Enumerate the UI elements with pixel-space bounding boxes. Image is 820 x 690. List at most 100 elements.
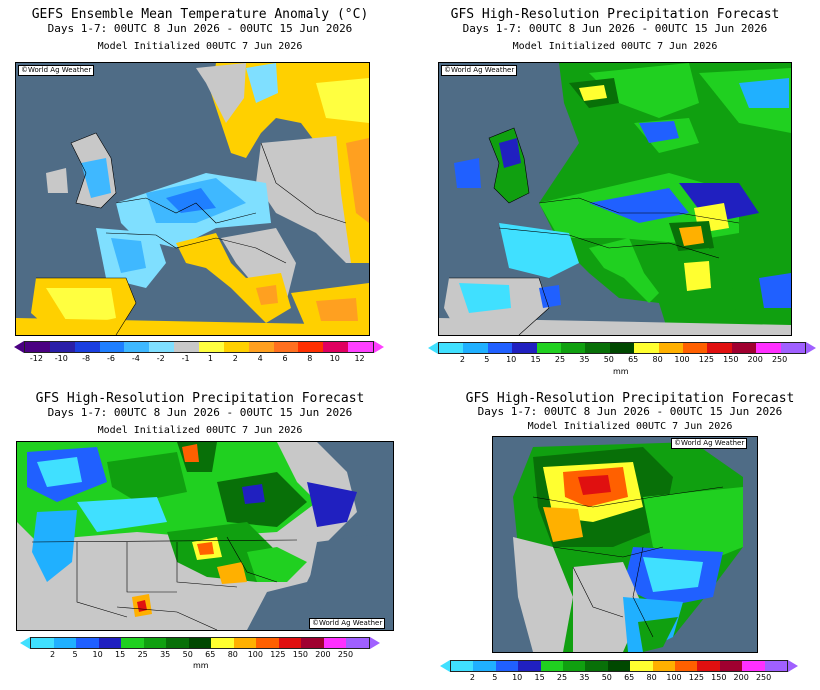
colorbar-tick-label: -12 (29, 354, 43, 363)
colorbar-tick-label: 150 (292, 650, 309, 659)
colorbar-swatch (780, 343, 806, 353)
colorbar-tick-label: -1 (181, 354, 190, 363)
colorbar-swatch (731, 343, 757, 353)
colorbar-swatch (756, 343, 781, 353)
colorbar-swatch (211, 638, 234, 648)
colorbar-swatch (451, 661, 474, 671)
panel-europe-temperature: GEFS Ensemble Mean Temperature Anomaly (… (0, 0, 400, 370)
colorbar-swatch (346, 638, 369, 648)
colorbar-right-arrow (374, 341, 384, 353)
map-south-america-precip: ©World Ag Weather (492, 436, 758, 653)
colorbar-unit: mm (613, 367, 629, 376)
colorbar-swatch (121, 638, 144, 648)
colorbar-swatch (512, 343, 537, 353)
colorbar-tick-label: 80 (227, 650, 238, 659)
colorbar-ticks: 2 5 10 15 25 35 50 65 80 100 125 150 200 250 (30, 650, 368, 662)
colorbar-tick-label: 10 (506, 355, 517, 364)
colorbar-swatch (98, 638, 122, 648)
colorbar-swatch (439, 343, 464, 353)
panel-init: Model Initialized 00UTC 7 Jun 2026 (97, 41, 303, 52)
colorbar-tick-label: 15 (530, 355, 541, 364)
panel-init: Model Initialized 00UTC 7 Jun 2026 (97, 425, 303, 436)
colorbar-swatch (233, 638, 257, 648)
colorbar-tick-label: 8 (307, 354, 313, 363)
map-graphic (16, 63, 369, 335)
colorbar-tick-label: 200 (733, 673, 749, 682)
colorbar-swatch (764, 661, 788, 671)
colorbar-swatch (697, 661, 720, 671)
colorbar-tick-label: 150 (711, 673, 727, 682)
colorbar-right-arrow (370, 637, 380, 649)
colorbar-precipitation (450, 660, 788, 672)
map-graphic (17, 442, 393, 630)
panel-dates: Days 1-7: 00UTC 8 Jun 2026 - 00UTC 15 Ju… (477, 405, 783, 418)
colorbar-left-arrow (20, 637, 30, 649)
panel-dates: Days 1-7: 00UTC 8 Jun 2026 - 00UTC 15 Ju… (462, 22, 768, 35)
colorbar-tick-label: 100 (666, 673, 682, 682)
map-north-america-precip: ©World Ag Weather (16, 441, 394, 631)
colorbar-swatch (536, 343, 562, 353)
colorbar-swatch (540, 661, 564, 671)
colorbar-unit: mm (193, 661, 209, 670)
colorbar-tick-label: 250 (755, 673, 772, 682)
colorbar-swatch (634, 343, 659, 353)
colorbar-swatch (31, 638, 54, 648)
colorbar-tick-label: 35 (160, 650, 171, 659)
colorbar-swatch (683, 343, 708, 353)
colorbar-swatch (658, 343, 684, 353)
colorbar-tick-label: 1 (207, 354, 213, 363)
colorbar-tick-label: 25 (556, 673, 568, 682)
map-graphic (513, 442, 743, 652)
colorbar-swatch (675, 661, 698, 671)
colorbar-swatch (273, 342, 299, 352)
colorbar-swatch (463, 343, 488, 353)
colorbar-swatch (348, 342, 374, 352)
colorbar-tick-label: 6 (282, 354, 288, 363)
colorbar-tick-label: -10 (54, 354, 68, 363)
colorbar-ticks: 2 5 10 15 25 35 50 65 80 100 125 150 200 250 (450, 673, 786, 685)
colorbar-tick-label: 2 (49, 650, 56, 659)
colorbar-swatch (166, 638, 189, 648)
colorbar-temperature (24, 341, 374, 353)
colorbar-swatch (188, 638, 212, 648)
map-credit: ©World Ag Weather (309, 618, 386, 629)
colorbar-swatch (607, 661, 631, 671)
colorbar-tick-label: 200 (747, 355, 763, 364)
colorbar-precipitation (30, 637, 370, 649)
colorbar-tick-label: 125 (688, 673, 705, 682)
colorbar-swatch (74, 342, 100, 352)
colorbar-swatch (487, 343, 513, 353)
colorbar-tick-label: 125 (270, 650, 286, 659)
colorbar-tick-label: -2 (156, 354, 165, 363)
panel-title: GEFS Ensemble Mean Temperature Anomaly (… (31, 7, 369, 22)
colorbar-tick-label: -6 (107, 354, 115, 363)
colorbar-right-arrow (788, 660, 798, 672)
map-credit: ©World Ag Weather (18, 65, 95, 76)
colorbar-swatch (256, 638, 279, 648)
colorbar-tick-label: -8 (82, 354, 91, 363)
colorbar-tick-label: 5 (72, 650, 78, 659)
colorbar-tick-label: 65 (205, 650, 216, 659)
colorbar-right-arrow (806, 342, 816, 354)
panel-init: Model Initialized 00UTC 7 Jun 2026 (512, 41, 718, 52)
colorbar-tick-label: 10 (329, 354, 340, 363)
colorbar-tick-label: 100 (674, 355, 690, 364)
colorbar-tick-label: 2 (469, 673, 475, 682)
colorbar-tick-label: 65 (628, 355, 639, 364)
panel-init: Model Initialized 00UTC 7 Jun 2026 (527, 421, 733, 432)
map-graphic (439, 63, 791, 335)
colorbar-ticks: -12 -10 -8 -6 -4 -2 -1 1 2 4 6 8 10 12 (24, 354, 372, 366)
colorbar-tick-label: 15 (534, 673, 545, 682)
colorbar-swatch (199, 342, 224, 352)
colorbar-tick-label: 100 (247, 650, 263, 659)
colorbar-tick-label: 250 (337, 650, 354, 659)
colorbar-tick-label: 12 (354, 354, 365, 363)
colorbar-tick-label: 5 (484, 355, 490, 364)
colorbar-tick-label: 35 (579, 673, 590, 682)
colorbar-left-arrow (440, 660, 450, 672)
panel-europe-precipitation: GFS High-Resolution Precipitation Foreca… (410, 0, 820, 380)
colorbar-tick-label: 125 (698, 355, 715, 364)
colorbar-swatch (609, 343, 635, 353)
colorbar-tick-label: 10 (512, 673, 523, 682)
colorbar-tick-label: 65 (624, 673, 635, 682)
